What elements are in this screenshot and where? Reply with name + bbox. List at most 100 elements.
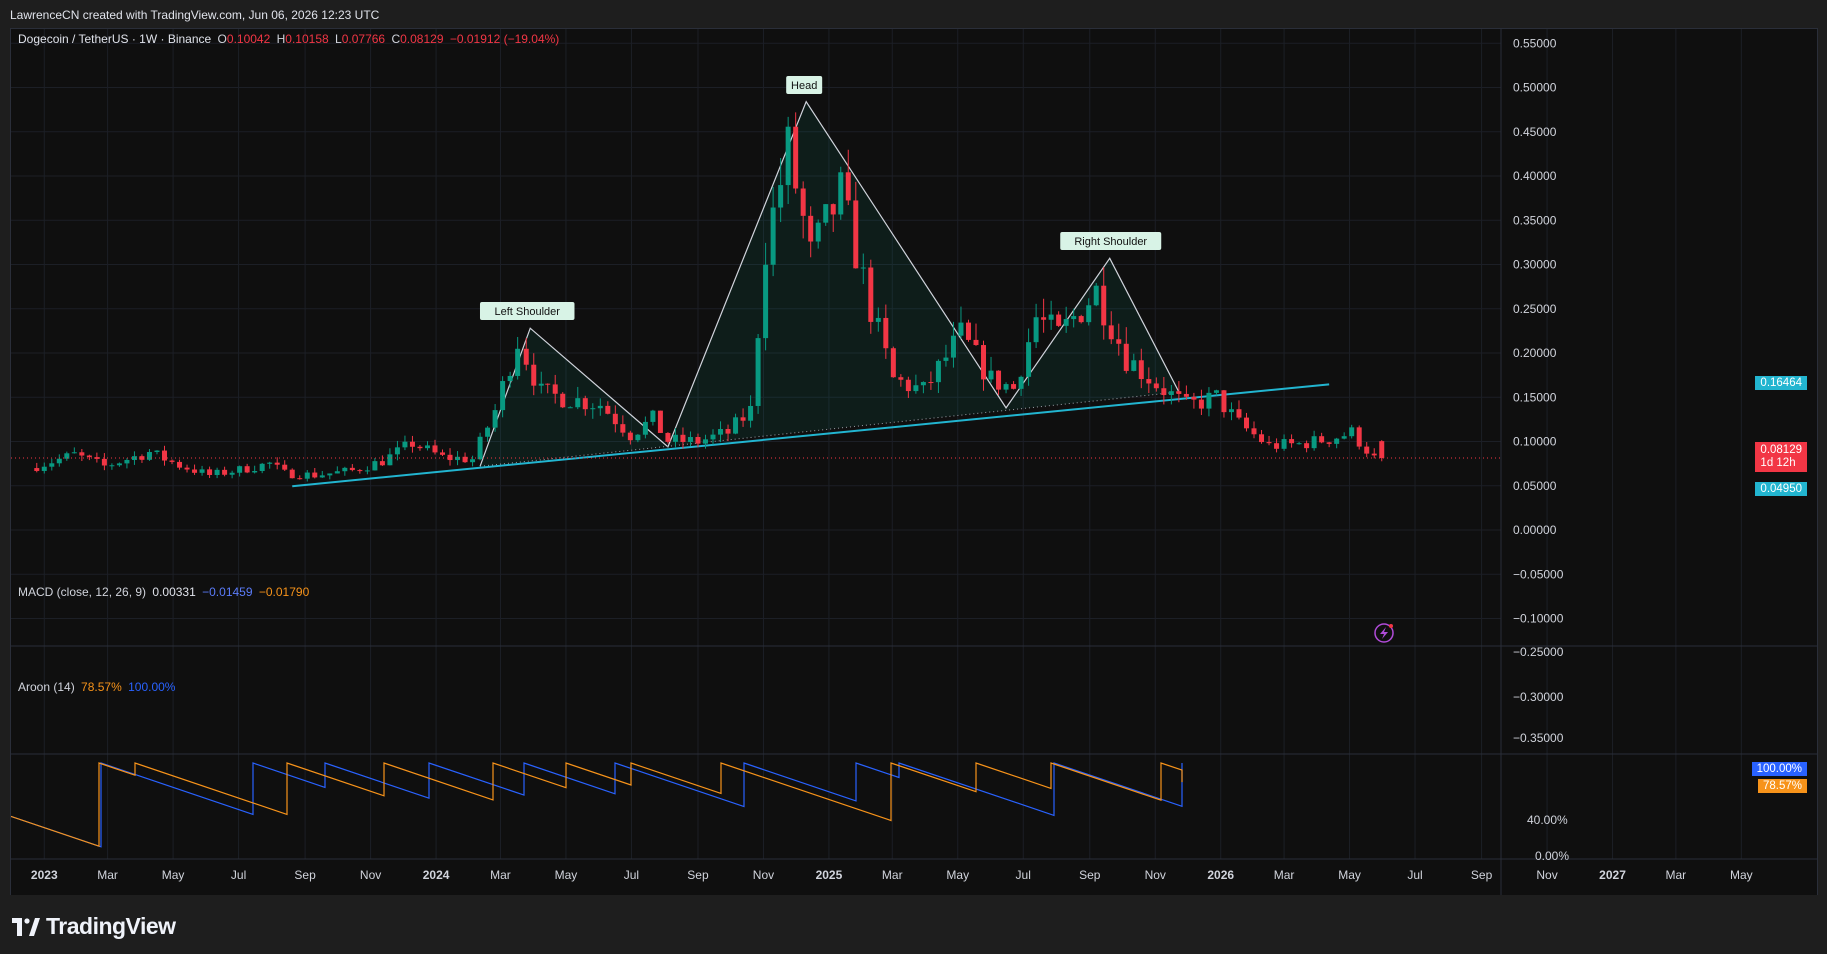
candle-body [417, 446, 423, 449]
time-axis-label: 2026 [1207, 868, 1234, 882]
candle-body [289, 469, 295, 479]
candle-body [304, 472, 310, 479]
candle-body [1341, 436, 1347, 439]
candle-body [965, 322, 971, 340]
candle-body [958, 322, 964, 336]
candle-body [718, 429, 724, 435]
candle-body [109, 465, 115, 467]
symbol-title[interactable]: Dogecoin / TetherUS · 1W · Binance [18, 32, 212, 46]
right-shoulder-label: Right Shoulder [1074, 236, 1147, 248]
candle-body [695, 437, 701, 444]
time-axis-label: Nov [753, 868, 774, 882]
price-axis-label: 0.00000 [1513, 523, 1557, 537]
last-price-value: 0.08129 [1760, 444, 1802, 456]
candle-body [394, 447, 400, 455]
candle-body [402, 441, 408, 448]
candle-body [920, 382, 926, 386]
candle-body [800, 188, 806, 216]
candle-body [905, 379, 911, 392]
candle-body [177, 461, 183, 468]
candle-body [207, 469, 213, 475]
aroon-axis-label: 40.00% [1527, 813, 1568, 827]
candle-body [1274, 443, 1280, 449]
candle-body [357, 470, 363, 472]
candle-body [763, 264, 769, 339]
aroon-legend: Aroon (14) 78.57% 100.00% [18, 680, 178, 694]
candle-body [342, 467, 348, 472]
candle-body [1356, 427, 1362, 447]
candle-body [1116, 339, 1122, 344]
tradingview-logo[interactable]: TradingView [12, 913, 176, 940]
price-axis-label: 0.40000 [1513, 169, 1557, 183]
macd-title[interactable]: MACD (close, 12, 26, 9) [18, 585, 147, 599]
candle-body [214, 469, 220, 475]
candle-body [582, 398, 588, 410]
candle-body [808, 215, 814, 242]
chart-canvas[interactable]: 0.55000 0.50000 0.45000 0.40000 0.35000 0.300… [11, 29, 1817, 895]
candle-body [79, 452, 85, 456]
candle-body [1026, 342, 1032, 377]
candle-body [222, 469, 228, 475]
candle-body [470, 459, 476, 463]
candle-body [943, 357, 949, 361]
candle-body [387, 454, 393, 466]
price-axis-label: 0.55000 [1513, 36, 1557, 50]
price-axis-label: −0.05000 [1513, 567, 1564, 581]
candle-body [492, 410, 498, 428]
candle-body [687, 437, 693, 442]
candle-body [1168, 391, 1174, 396]
time-axis-label: Jul [231, 868, 246, 882]
candle-body [748, 405, 754, 421]
candle-body [1146, 379, 1152, 384]
candle-body [838, 172, 844, 215]
candle-body [455, 456, 461, 461]
time-axis-label: Nov [360, 868, 381, 882]
candle-body [590, 408, 596, 410]
candle-body [875, 317, 881, 322]
aroon-down-value: 78.57% [81, 680, 122, 694]
candle-body [1093, 285, 1099, 306]
candle-body [1191, 396, 1197, 400]
candle-body [725, 429, 731, 434]
candle-body [575, 398, 581, 408]
candle-body [950, 335, 956, 358]
candle-body [462, 456, 468, 463]
candle-body [755, 338, 761, 406]
left-shoulder-label-box [479, 302, 575, 320]
candle-body [710, 434, 716, 440]
chart-container[interactable]: 0.55000 0.50000 0.45000 0.40000 0.35000 0.300… [10, 28, 1818, 896]
last-price-badge: 0.08129 1d 12h [1755, 442, 1807, 472]
time-axis-label: Nov [1536, 868, 1557, 882]
aroon-title[interactable]: Aroon (14) [18, 680, 75, 694]
price-axis-label: 0.05000 [1513, 479, 1557, 493]
candle-body [1289, 439, 1295, 444]
candle-body [1063, 319, 1069, 326]
candle-body [169, 460, 175, 462]
candle-body [1259, 434, 1265, 443]
time-axis-label: Sep [1079, 868, 1101, 882]
candle-body [1281, 439, 1287, 449]
macd-line-value: −0.01459 [202, 585, 253, 599]
candle-body [364, 470, 370, 472]
candle-body [146, 452, 152, 460]
candle-body [237, 466, 243, 473]
candle-body [702, 439, 708, 444]
candle-body [868, 267, 874, 322]
candle-body [229, 472, 235, 475]
candle-body [1349, 427, 1355, 437]
head-label: Head [791, 80, 817, 92]
candle-body [1131, 360, 1137, 371]
candle-body [1011, 384, 1017, 389]
candle-body [1078, 316, 1084, 323]
candle-body [1003, 384, 1009, 390]
candle-body [597, 405, 603, 409]
time-axis-label: May [1338, 868, 1361, 882]
candle-body [770, 207, 776, 265]
candle-body [1304, 443, 1310, 449]
candle-body [1153, 383, 1159, 389]
candle-body [860, 267, 866, 269]
candle-body [64, 453, 70, 459]
candle-body [1243, 417, 1249, 429]
candle-body [815, 222, 821, 242]
candle-body [1198, 399, 1204, 409]
